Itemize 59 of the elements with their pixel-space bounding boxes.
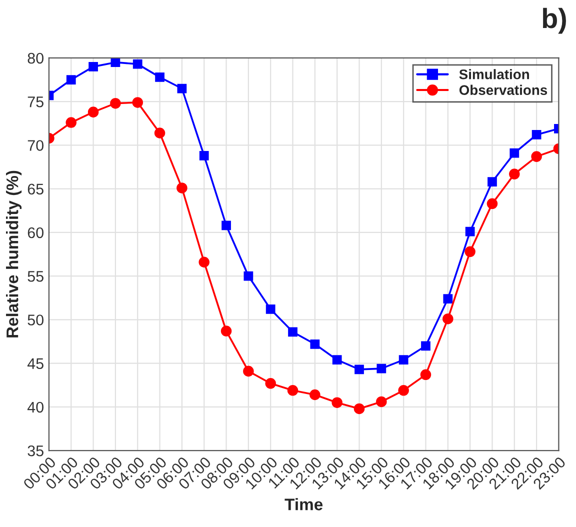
point [398,385,409,396]
point [287,385,298,396]
point [332,397,342,408]
point [376,364,386,374]
point [198,256,210,268]
point [110,98,121,109]
point [532,130,542,140]
point [442,313,454,324]
point [177,84,187,94]
point [465,226,475,236]
point [510,148,520,158]
legend-label: Observations [459,84,548,96]
point [222,220,231,230]
point [199,151,209,160]
point [155,72,164,82]
point [310,389,320,400]
y-tick-label: 55 [28,271,44,282]
text: b) [542,8,566,34]
y-tick-label: 65 [28,184,44,195]
y-tick-label: 80 [28,52,44,64]
point [420,369,432,380]
point [66,75,76,84]
point [132,59,142,69]
point [443,294,453,304]
point [398,355,408,365]
x-axis-title: Time [284,498,323,510]
point [176,182,188,194]
point [88,106,99,118]
point [376,396,387,408]
point [88,62,98,72]
point [243,366,254,377]
point [509,168,520,180]
point [66,117,77,128]
point [266,304,276,314]
point [531,151,542,162]
legend-label: Simulation [459,69,529,80]
y-tick-label: 35 [28,445,44,456]
point [464,246,476,258]
point [244,271,254,281]
y-tick-label: 75 [28,96,44,108]
point [110,58,120,68]
point [220,326,232,336]
y-tick-label: 50 [28,314,44,326]
y-tick-label: 70 [28,140,44,151]
point [310,339,320,349]
y-tick-label: 45 [27,358,44,370]
point [488,177,497,187]
point [486,198,498,210]
y-tick-label: 40 [27,402,44,413]
point [288,327,298,337]
point [132,97,143,108]
point [421,341,430,351]
point [354,403,365,414]
point [332,355,342,365]
point [154,128,166,138]
point [265,378,276,389]
y-axis-title: Relative humidity (%) [6,170,22,338]
y-tick-label: 60 [28,227,44,238]
point [354,364,364,374]
